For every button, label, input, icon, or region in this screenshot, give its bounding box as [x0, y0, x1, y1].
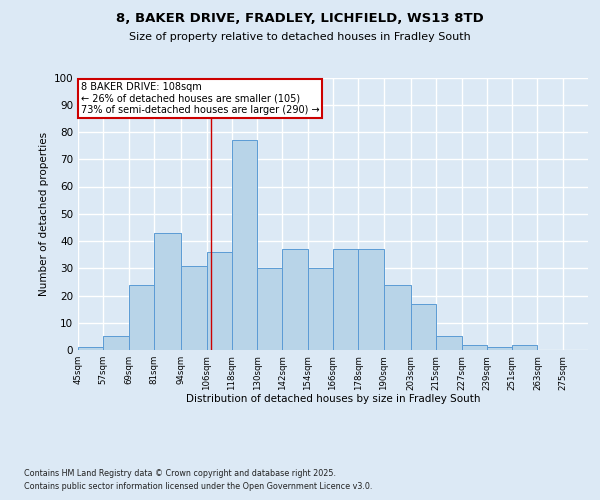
Bar [232, 140, 257, 350]
Bar [411, 304, 436, 350]
Text: 8, BAKER DRIVE, FRADLEY, LICHFIELD, WS13 8TD: 8, BAKER DRIVE, FRADLEY, LICHFIELD, WS13… [116, 12, 484, 26]
Text: Contains HM Land Registry data © Crown copyright and database right 2025.: Contains HM Land Registry data © Crown c… [24, 468, 336, 477]
Bar [206, 252, 232, 350]
Bar [512, 344, 538, 350]
Bar [154, 233, 181, 350]
Bar [436, 336, 461, 350]
Bar [257, 268, 283, 350]
Bar [383, 284, 411, 350]
Bar [78, 348, 103, 350]
Y-axis label: Number of detached properties: Number of detached properties [40, 132, 49, 296]
Bar [308, 268, 333, 350]
X-axis label: Distribution of detached houses by size in Fradley South: Distribution of detached houses by size … [186, 394, 480, 404]
Bar [283, 249, 308, 350]
Bar [181, 266, 206, 350]
Text: Size of property relative to detached houses in Fradley South: Size of property relative to detached ho… [129, 32, 471, 42]
Bar [103, 336, 128, 350]
Bar [333, 249, 358, 350]
Bar [461, 344, 487, 350]
Bar [128, 284, 154, 350]
Text: 8 BAKER DRIVE: 108sqm
← 26% of detached houses are smaller (105)
73% of semi-det: 8 BAKER DRIVE: 108sqm ← 26% of detached … [80, 82, 319, 115]
Text: Contains public sector information licensed under the Open Government Licence v3: Contains public sector information licen… [24, 482, 373, 491]
Bar [358, 249, 383, 350]
Bar [487, 348, 512, 350]
